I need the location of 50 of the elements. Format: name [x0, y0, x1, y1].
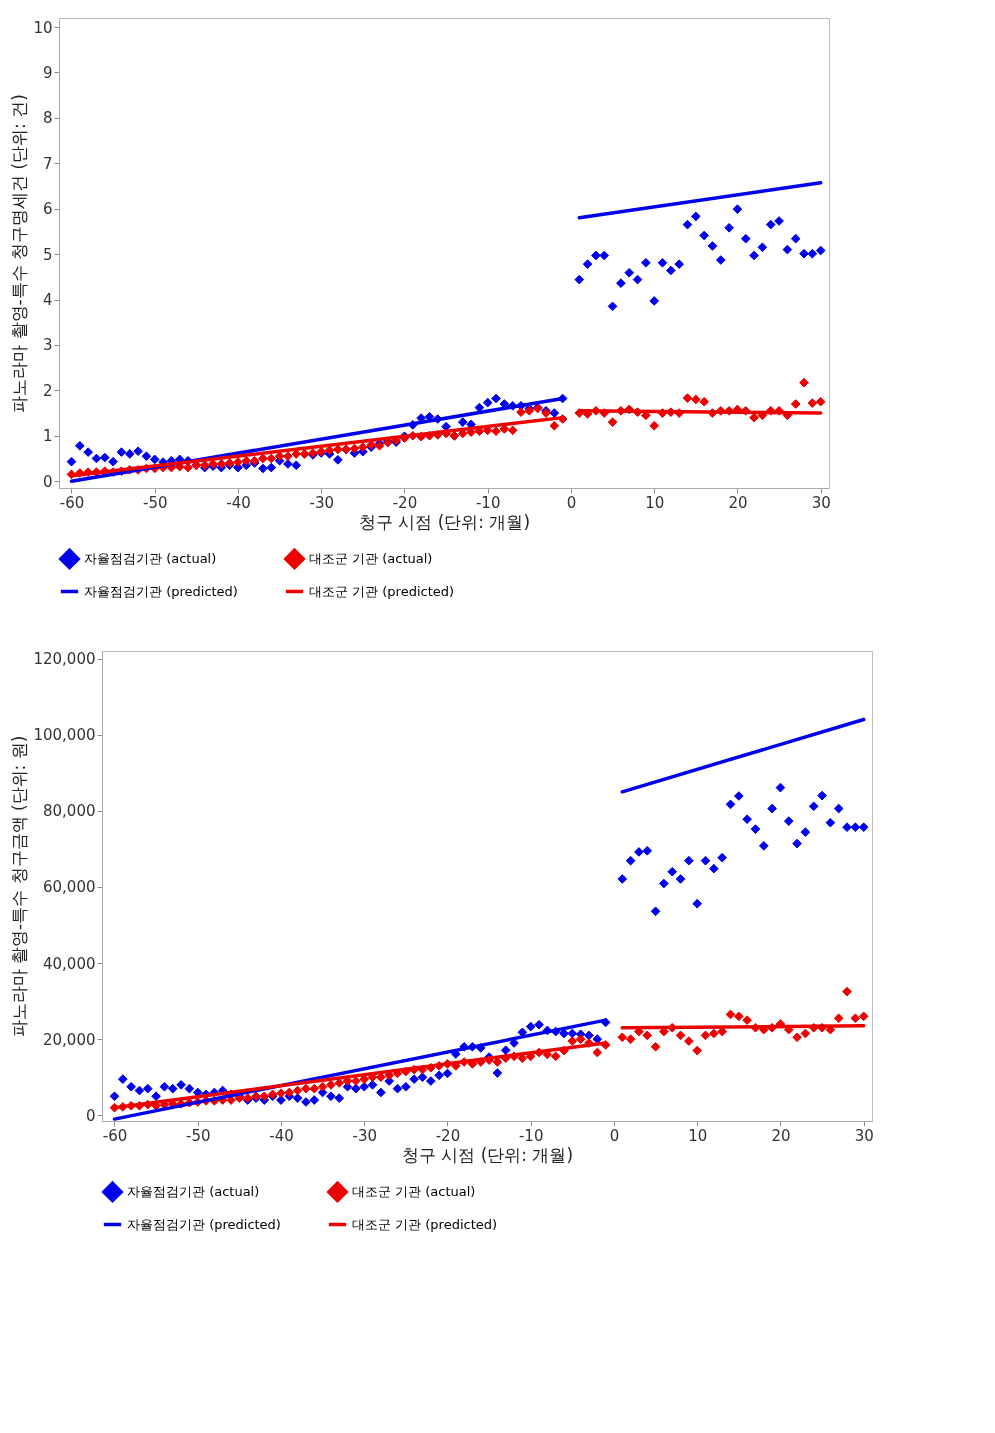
x-tick-label: -20 — [435, 1126, 461, 1145]
x-tick-label: 30 — [811, 493, 831, 512]
legend-label: 자율점검기관 (actual) — [84, 550, 217, 566]
x-tick-label: -40 — [269, 1126, 294, 1145]
x-tick-label: -60 — [102, 1126, 128, 1145]
y-tick-label: 40,000 — [43, 954, 96, 973]
y-tick-label: 2 — [42, 381, 53, 400]
y-axis-title: 파노라마 촬영-특수 청구금액 (단위: 원) — [9, 735, 30, 1038]
x-tick-label: 10 — [688, 1126, 708, 1145]
y-tick-label: 6 — [42, 200, 53, 219]
y-tick-label: 8 — [42, 109, 53, 128]
legend-label: 대조군 기관 (predicted) — [309, 583, 455, 599]
legend-label: 자율점검기관 (predicted) — [84, 583, 238, 599]
x-tick-label: -40 — [226, 493, 251, 512]
legend-label: 자율점검기관 (actual) — [127, 1183, 260, 1199]
x-tick-label: -50 — [142, 493, 168, 512]
y-tick-label: 1 — [42, 427, 53, 446]
legend-label: 대조군 기관 (predicted) — [352, 1216, 498, 1232]
x-axis-title: 청구 시점 (단위: 개월) — [358, 511, 531, 532]
x-tick-label: -20 — [392, 493, 418, 512]
x-tick-label: -10 — [518, 1126, 544, 1145]
legend-label: 자율점검기관 (predicted) — [127, 1216, 281, 1232]
x-tick-label: 20 — [771, 1126, 791, 1145]
legend-label: 대조군 기관 (actual) — [352, 1183, 476, 1199]
y-tick-label: 0 — [85, 1106, 96, 1125]
y-tick-label: 10 — [33, 18, 53, 37]
x-tick-label: -30 — [352, 1126, 377, 1145]
y-tick-label: 60,000 — [43, 878, 96, 897]
y-tick-label: 7 — [42, 154, 53, 173]
x-tick-label: -50 — [185, 1126, 211, 1145]
y-tick-label: 9 — [42, 63, 53, 82]
x-tick-label: -10 — [475, 493, 501, 512]
y-axis-title: 파노라마 촬영-특수 청구명세건 (단위: 건) — [9, 94, 30, 413]
x-tick-label: -60 — [59, 493, 85, 512]
y-tick-label: 20,000 — [43, 1030, 96, 1049]
x-tick-label: 30 — [854, 1126, 874, 1145]
x-axis-title: 청구 시점 (단위: 개월) — [401, 1144, 574, 1165]
x-tick-label: 10 — [645, 493, 665, 512]
legend-label: 대조군 기관 (actual) — [309, 550, 433, 566]
x-tick-label: 20 — [728, 493, 748, 512]
y-tick-label: 100,000 — [33, 726, 96, 745]
y-tick-label: 80,000 — [43, 802, 96, 821]
x-tick-label: -30 — [309, 493, 334, 512]
y-tick-label: 5 — [42, 245, 53, 264]
y-tick-label: 120,000 — [33, 650, 96, 669]
x-tick-label: 0 — [566, 493, 577, 512]
x-tick-label: 0 — [609, 1126, 620, 1145]
y-tick-label: 3 — [42, 336, 53, 355]
y-tick-label: 0 — [42, 472, 53, 491]
y-tick-label: 4 — [42, 291, 53, 310]
